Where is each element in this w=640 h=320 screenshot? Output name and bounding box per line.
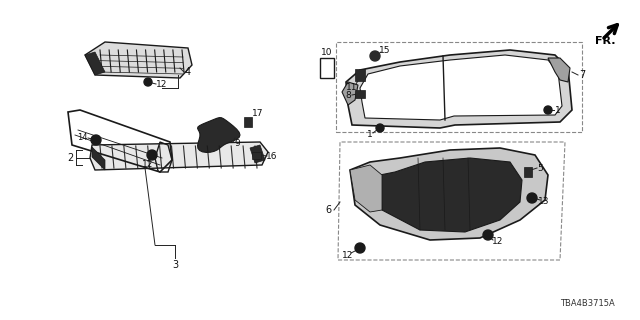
Text: 9: 9	[234, 139, 240, 148]
Text: FR.: FR.	[595, 36, 616, 46]
Polygon shape	[548, 58, 570, 82]
Polygon shape	[90, 142, 268, 170]
Text: 12: 12	[492, 237, 504, 246]
Circle shape	[527, 193, 537, 203]
Text: 14: 14	[77, 132, 87, 141]
Text: 1: 1	[367, 130, 373, 139]
Text: 8: 8	[345, 91, 351, 100]
Circle shape	[147, 150, 157, 160]
Bar	[320, 58, 334, 78]
Text: 12: 12	[156, 79, 168, 89]
Bar	[252, 151, 260, 158]
Polygon shape	[380, 158, 522, 232]
Bar	[524, 167, 532, 177]
Circle shape	[355, 243, 365, 253]
Bar	[355, 90, 365, 98]
Text: 11: 11	[346, 83, 358, 92]
Polygon shape	[350, 148, 548, 240]
Text: 16: 16	[266, 151, 278, 161]
Polygon shape	[250, 145, 265, 163]
Circle shape	[144, 78, 152, 86]
Text: 12: 12	[142, 159, 154, 169]
Polygon shape	[360, 55, 562, 120]
Polygon shape	[92, 147, 105, 170]
Text: 15: 15	[380, 45, 391, 54]
Circle shape	[370, 51, 380, 61]
Text: 17: 17	[252, 108, 264, 117]
Circle shape	[544, 106, 552, 114]
Text: 13: 13	[538, 197, 550, 206]
Polygon shape	[85, 52, 105, 75]
Text: 5: 5	[537, 164, 543, 172]
Text: 2: 2	[67, 153, 73, 163]
Polygon shape	[85, 42, 192, 78]
Text: 1: 1	[555, 106, 561, 115]
Polygon shape	[198, 117, 240, 152]
Text: 3: 3	[172, 260, 178, 270]
Polygon shape	[346, 50, 572, 128]
Circle shape	[91, 135, 101, 145]
Polygon shape	[342, 82, 358, 105]
Text: 10: 10	[321, 47, 333, 57]
Text: 6: 6	[325, 205, 331, 215]
Polygon shape	[350, 165, 382, 212]
Text: 7: 7	[579, 70, 585, 80]
Bar	[244, 117, 252, 127]
Text: 12: 12	[342, 251, 354, 260]
Circle shape	[376, 124, 384, 132]
Text: 4: 4	[185, 67, 191, 77]
Bar	[355, 69, 365, 81]
Text: TBA4B3715A: TBA4B3715A	[560, 299, 615, 308]
Circle shape	[483, 230, 493, 240]
